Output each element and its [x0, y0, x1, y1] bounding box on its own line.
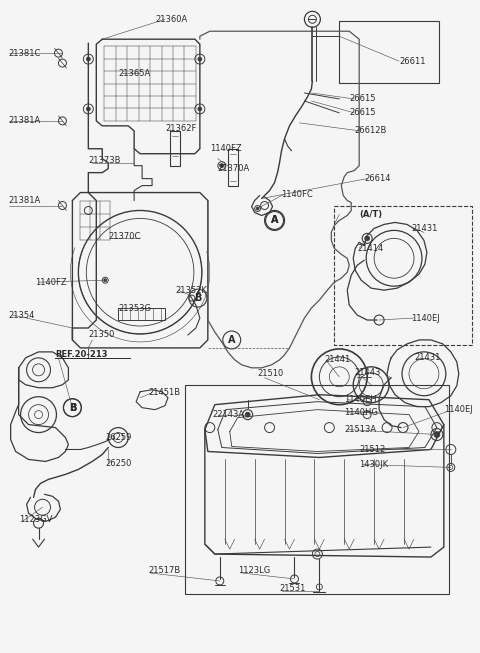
- Text: 21431: 21431: [414, 353, 440, 362]
- Text: 21531: 21531: [279, 584, 306, 594]
- Text: A: A: [271, 215, 278, 225]
- Text: B: B: [69, 403, 76, 413]
- Text: A: A: [228, 335, 236, 345]
- Text: 21353G: 21353G: [118, 304, 151, 313]
- Text: REF.20-213: REF.20-213: [56, 351, 108, 359]
- Text: 26250: 26250: [105, 459, 132, 468]
- Circle shape: [86, 107, 90, 111]
- Text: 1140EJ: 1140EJ: [444, 405, 473, 414]
- Text: 1140EJ: 1140EJ: [411, 313, 440, 323]
- Circle shape: [220, 164, 224, 168]
- Text: 21513A: 21513A: [344, 425, 376, 434]
- Circle shape: [104, 279, 107, 281]
- Text: 21352K: 21352K: [175, 285, 207, 295]
- Circle shape: [198, 57, 202, 61]
- Text: 1140FZ: 1140FZ: [36, 278, 67, 287]
- Text: 21381C: 21381C: [9, 48, 41, 57]
- Text: 1140EH: 1140EH: [344, 395, 377, 404]
- Text: (A/T): (A/T): [359, 210, 383, 219]
- Text: 21360A: 21360A: [155, 15, 187, 24]
- Circle shape: [434, 432, 440, 438]
- Text: 21354: 21354: [9, 311, 35, 319]
- Text: 1140FC: 1140FC: [282, 190, 313, 199]
- Text: 26615: 26615: [349, 95, 376, 103]
- Text: 1430JK: 1430JK: [359, 460, 388, 469]
- Bar: [334, 206, 472, 345]
- Text: 1123LG: 1123LG: [238, 567, 270, 575]
- Text: 26611: 26611: [399, 57, 426, 65]
- Circle shape: [256, 207, 259, 210]
- Text: B: B: [194, 293, 202, 303]
- Text: 21441: 21441: [324, 355, 350, 364]
- Text: 22143A: 22143A: [213, 410, 245, 419]
- Circle shape: [365, 236, 370, 241]
- Bar: [339, 22, 439, 83]
- Text: 21370A: 21370A: [218, 164, 250, 173]
- Text: 21365A: 21365A: [118, 69, 150, 78]
- Text: A: A: [271, 215, 278, 225]
- Text: 1123GV: 1123GV: [19, 515, 52, 524]
- Text: 21451B: 21451B: [148, 389, 180, 397]
- Text: B: B: [69, 403, 76, 413]
- Text: 1140FZ: 1140FZ: [210, 144, 241, 153]
- Circle shape: [245, 412, 250, 417]
- Text: 26615: 26615: [349, 108, 376, 118]
- Text: 21414: 21414: [357, 244, 384, 253]
- Circle shape: [198, 107, 202, 111]
- Text: 21381A: 21381A: [9, 116, 41, 125]
- Text: 21431: 21431: [411, 224, 437, 233]
- Text: 21510: 21510: [258, 370, 284, 378]
- Circle shape: [86, 57, 90, 61]
- Text: 21517B: 21517B: [148, 567, 180, 575]
- Text: 26259: 26259: [105, 433, 132, 442]
- Text: 21362F: 21362F: [165, 124, 196, 133]
- Text: 21512: 21512: [359, 445, 385, 454]
- Text: 21350: 21350: [88, 330, 115, 340]
- Text: 21373B: 21373B: [88, 156, 121, 165]
- Text: 21443: 21443: [354, 368, 381, 377]
- Text: 1140HG: 1140HG: [344, 408, 378, 417]
- Bar: [185, 385, 449, 594]
- Text: 26614: 26614: [364, 174, 391, 183]
- Text: 21381A: 21381A: [9, 196, 41, 205]
- Text: 21370C: 21370C: [108, 232, 141, 241]
- Text: 26612B: 26612B: [354, 126, 386, 135]
